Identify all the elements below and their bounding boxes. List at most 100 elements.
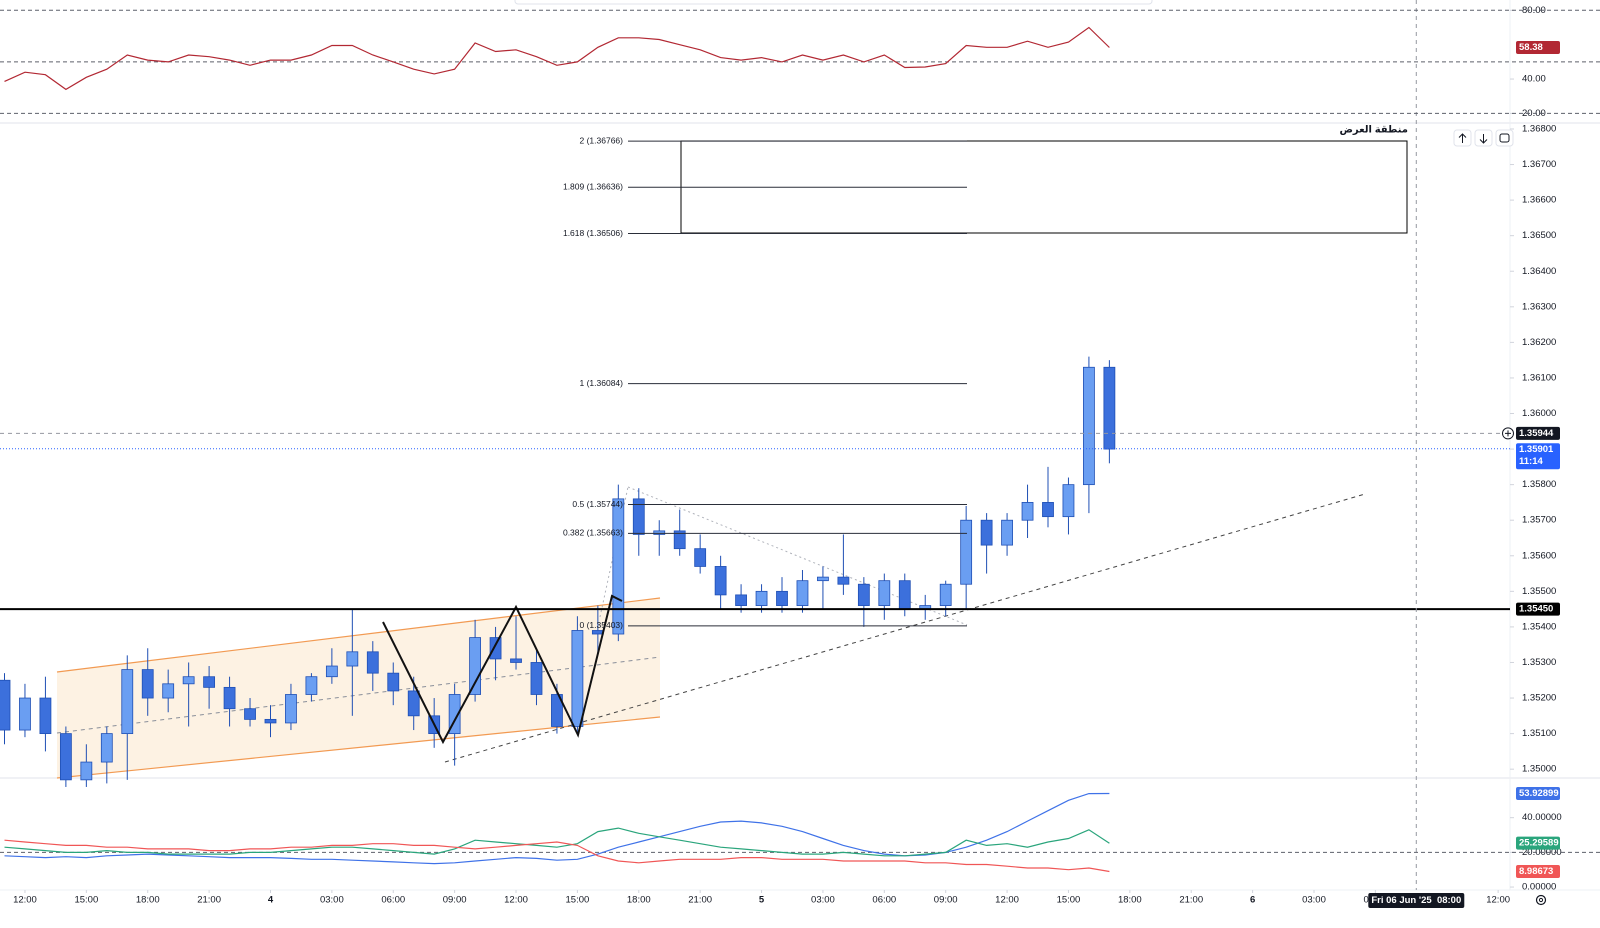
candle-body [980,519,993,546]
y-tick-label: 1.36500 [1522,230,1556,241]
candle-body [1083,366,1095,486]
candle-body [121,669,134,735]
zone-label: منطقة العرض [1339,125,1408,136]
indicator-value-label-box [1516,864,1560,878]
y-tick-label: 1.36300 [1522,301,1556,312]
top-toolbar[interactable] [514,0,1153,5]
candle-body [960,519,973,585]
indicator-value-label-box [1516,787,1560,801]
x-tick-label: 6 [1250,895,1255,906]
candle-body [19,697,31,731]
candle-body [551,694,563,727]
fib-label: 2 (1.36766) [580,135,624,145]
candle-body [530,662,543,695]
y-tick-label: 1.35000 [1522,764,1556,775]
x-tick-label: 12:00 [13,895,37,906]
arrow-up-icon [1458,133,1467,143]
candle-body [448,694,461,735]
x-tick-label: 12:00 [1486,895,1510,906]
candle-body [878,580,891,606]
candle-body [0,679,11,731]
y-tick-label: 1.36800 [1522,123,1556,134]
x-tick-label: 09:00 [443,895,467,906]
candle-body [162,683,175,699]
candle-body [346,651,359,667]
indicator-value-label: 58.38 [1519,42,1543,53]
channel-mid[interactable] [56,656,661,734]
x-tick-label: 18:00 [627,895,651,906]
x-tick-label: 15:00 [1057,895,1081,906]
candle-body [244,708,256,720]
candle-body [571,630,584,727]
x-tick-label: 03:00 [811,895,835,906]
maximize-icon [1499,133,1510,143]
crosshair-time-box [1368,893,1465,908]
y-tick-label: 1.36200 [1522,337,1556,348]
fib-label: 0.382 (1.35663) [563,528,623,538]
indicator-line [4,792,1110,865]
x-tick-label: 03:00 [320,895,344,906]
candle-body [898,580,911,610]
candle-body [39,697,52,735]
y-tick-label: 1.35600 [1522,550,1556,561]
candle-body [1021,502,1034,521]
candle-body [285,694,297,724]
y-tick-label: 40.00000 [1522,812,1562,823]
x-tick-label: 15:00 [566,895,590,906]
y-tick-label: 1.36000 [1522,408,1556,419]
panel-buttons [1453,129,1514,147]
x-tick-label: 15:00 [74,895,98,906]
indicator-value-label-box [1516,836,1560,850]
y-tick-label: 0.00000 [1522,882,1556,893]
candle-body [939,583,952,606]
x-tick-label: 4 [268,895,274,906]
candle-body [1001,519,1013,546]
candle-body [796,580,809,606]
x-tick-label: 12:00 [504,895,528,906]
maximize-button[interactable] [1495,129,1514,147]
candle-body [857,583,870,606]
zigzag-pattern[interactable] [382,594,623,745]
gear-icon-center [1538,897,1544,903]
y-tick-label: 1.36400 [1522,266,1556,277]
x-tick-label: 18:00 [1118,895,1142,906]
y-tick-label: 1.35500 [1522,586,1556,597]
y-tick-label: 1.35700 [1522,515,1556,526]
candle-body [489,637,502,660]
indicator-line [4,827,1110,857]
fib-label: 1.809 (1.36636) [563,182,623,192]
x-tick-label: 12:00 [995,895,1019,906]
x-tick-label: 06:00 [872,895,896,906]
y-tick-label: 1.35800 [1522,479,1556,490]
crosshair-price-label: 1.35944 [1519,428,1554,439]
channel-upper[interactable] [56,597,661,673]
candle-body [1103,366,1116,450]
y-tick-label: 1.36100 [1522,372,1556,383]
channel-lower[interactable] [56,716,661,779]
gear-icon [1535,894,1547,906]
candle-body [735,594,747,606]
candle-body [632,498,645,535]
candle-body [387,672,400,692]
candle-body [673,530,686,550]
candle-body [325,665,338,678]
candle-body [59,733,72,781]
x-tick-label: 03:00 [1302,895,1326,906]
price-line-label: 1.35450 [1519,604,1553,615]
candle-body [776,590,788,606]
candle-body [817,576,829,582]
candle-body [612,498,625,635]
settings-button[interactable] [1535,894,1547,906]
x-tick-label: 21:00 [1179,895,1203,906]
fib-label: 1.618 (1.36506) [563,228,623,238]
candle-body [182,676,195,685]
crosshair-time-label: Fri 06 Jun '25 08:00 [1371,895,1461,906]
candle-body [694,548,707,567]
x-tick-label: 5 [759,895,765,906]
fib-label: 0.5 (1.35744) [572,499,623,509]
arrow-down-icon [1479,134,1488,144]
candle-body [755,590,768,606]
x-tick-label: 21:00 [688,895,712,906]
candle-body [305,676,318,695]
